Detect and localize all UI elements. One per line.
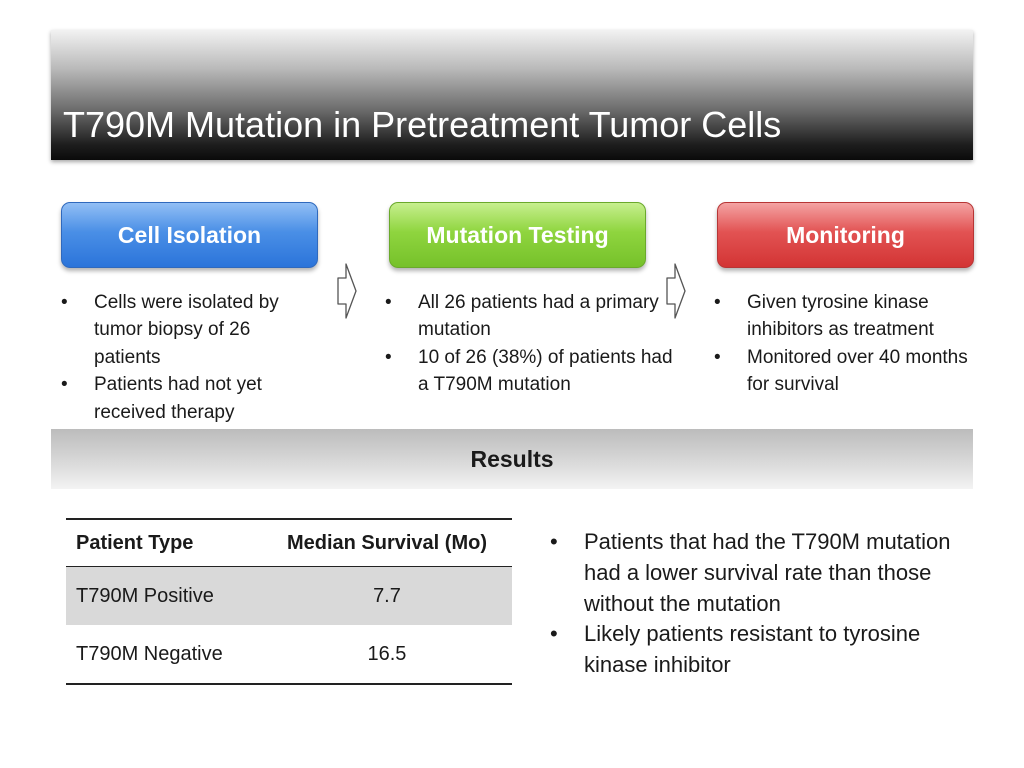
list-item: • Patients that had the T790M mutation ha… bbox=[550, 527, 970, 619]
list-item: • Cells were isolated by tumor biopsy of … bbox=[61, 289, 321, 371]
column-header-median-survival: Median Survival (Mo) bbox=[261, 519, 512, 567]
right-arrow-icon bbox=[666, 263, 686, 319]
monitoring-details: • Given tyrosine kinase inhibitors as tre… bbox=[714, 289, 974, 399]
bullet-text: Given tyrosine kinase inhibitors as trea… bbox=[747, 292, 934, 341]
mutation-testing-button[interactable]: Mutation Testing bbox=[389, 202, 646, 268]
survival-table: Patient Type Median Survival (Mo) T790M … bbox=[66, 518, 512, 685]
table-row: T790M Positive 7.7 bbox=[66, 566, 512, 625]
list-item: • Likely patients resistant to tyrosine k… bbox=[550, 619, 970, 681]
bullet-icon: • bbox=[385, 292, 392, 313]
results-findings: • Patients that had the T790M mutation ha… bbox=[550, 527, 970, 681]
bullet-text: 10 of 26 (38%) of patients had a T790M m… bbox=[418, 346, 673, 396]
bullet-text: Likely patients resistant to tyrosine ki… bbox=[584, 621, 921, 678]
bullet-icon: • bbox=[714, 292, 721, 313]
results-heading: Results bbox=[51, 429, 973, 489]
bullet-text: All 26 patients had a primary mutation bbox=[418, 292, 659, 341]
bullet-icon: • bbox=[714, 346, 721, 368]
bullet-icon: • bbox=[61, 374, 68, 396]
bullet-icon: • bbox=[550, 621, 558, 647]
table-row: T790M Negative 16.5 bbox=[66, 625, 512, 684]
bullet-text: Monitored over 40 months for survival bbox=[747, 346, 968, 396]
column-header-patient-type: Patient Type bbox=[66, 519, 262, 567]
list-item: • All 26 patients had a primary mutation bbox=[385, 289, 675, 344]
patient-type-cell: T790M Positive bbox=[66, 566, 262, 625]
bullet-icon: • bbox=[550, 529, 558, 554]
bullet-icon: • bbox=[61, 292, 68, 313]
bullet-text: Patients that had the T790M mutation had… bbox=[584, 529, 951, 616]
slide-title: T790M Mutation in Pretreatment Tumor Cel… bbox=[63, 104, 782, 145]
list-item: • 10 of 26 (38%) of patients had a T790M … bbox=[385, 344, 675, 399]
mutation-testing-details: • All 26 patients had a primary mutation … bbox=[385, 289, 675, 399]
list-item: • Given tyrosine kinase inhibitors as tre… bbox=[714, 289, 974, 344]
title-bar: T790M Mutation in Pretreatment Tumor Cel… bbox=[51, 30, 973, 160]
table-header-row: Patient Type Median Survival (Mo) bbox=[66, 519, 512, 567]
patient-type-cell: T790M Negative bbox=[76, 642, 223, 665]
bullet-icon: • bbox=[385, 346, 392, 368]
list-item: • Patients had not yet received therapy bbox=[61, 371, 321, 426]
monitoring-button[interactable]: Monitoring bbox=[717, 202, 974, 268]
median-survival-cell: 16.5 bbox=[367, 642, 407, 665]
bullet-text: Cells were isolated by tumor biopsy of 2… bbox=[94, 292, 279, 368]
cell-isolation-button[interactable]: Cell Isolation bbox=[61, 202, 318, 268]
right-arrow-icon bbox=[337, 263, 357, 319]
median-survival-cell: 7.7 bbox=[261, 566, 512, 625]
list-item: • Monitored over 40 months for survival bbox=[714, 344, 974, 399]
bullet-text: Patients had not yet received therapy bbox=[94, 374, 262, 423]
cell-isolation-details: • Cells were isolated by tumor biopsy of … bbox=[61, 289, 321, 426]
